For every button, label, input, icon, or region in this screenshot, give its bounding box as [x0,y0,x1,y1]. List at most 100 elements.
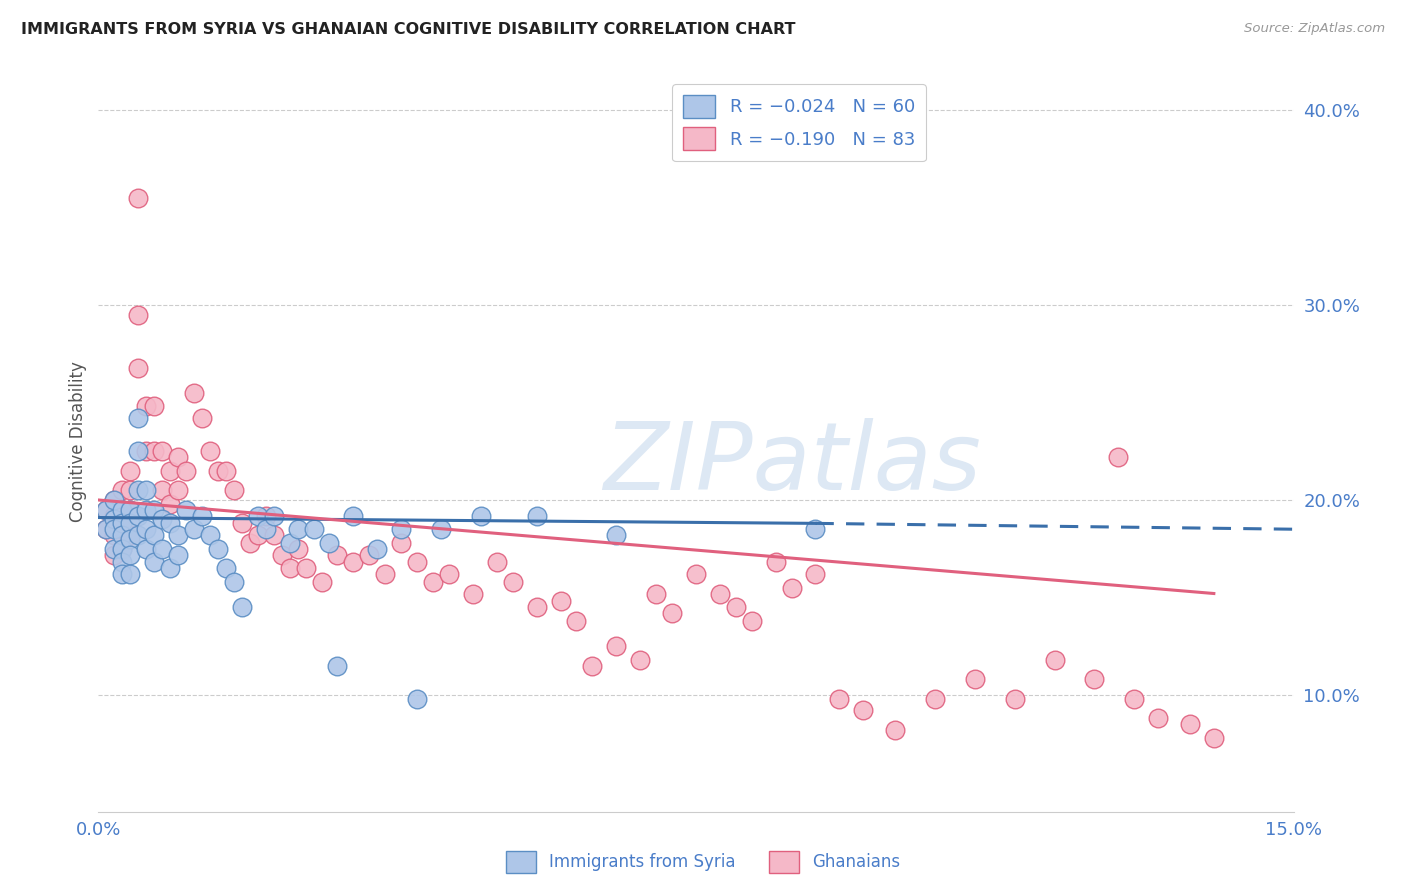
Point [294,561,316,575]
Point [502,574,524,589]
Point [605,528,627,542]
Point [135,444,157,458]
Point [605,639,627,653]
Point [183,385,205,400]
Point [406,555,429,569]
Point [127,360,149,375]
Point [430,522,453,536]
Point [159,497,181,511]
Point [167,528,190,542]
Point [254,522,277,536]
Point [135,483,157,498]
Point [143,528,166,542]
Point [389,536,412,550]
Point [231,516,253,531]
Text: IMMIGRANTS FROM SYRIA VS GHANAIAN COGNITIVE DISABILITY CORRELATION CHART: IMMIGRANTS FROM SYRIA VS GHANAIAN COGNIT… [21,22,796,37]
Point [103,528,125,542]
Point [287,522,309,536]
Point [135,541,157,556]
Point [111,567,134,582]
Point [485,555,508,569]
Point [326,548,349,562]
Point [120,528,142,542]
Text: Source: ZipAtlas.com: Source: ZipAtlas.com [1244,22,1385,36]
Point [661,606,683,620]
Point [127,191,149,205]
Point [120,567,142,582]
Point [852,703,875,717]
Point [270,548,292,562]
Point [526,600,548,615]
Point [765,555,787,569]
Point [174,464,197,478]
Point [111,541,134,556]
Point [127,308,149,322]
Point [127,444,149,458]
Point [239,536,262,550]
Point [103,522,125,536]
Point [1123,691,1146,706]
Point [111,555,134,569]
Point [311,574,333,589]
Point [111,522,134,536]
Point [342,555,364,569]
Point [342,508,364,523]
Point [120,516,142,531]
Point [645,586,668,600]
Point [143,555,166,569]
Legend: Immigrants from Syria, Ghanaians: Immigrants from Syria, Ghanaians [499,845,907,880]
Point [302,522,325,536]
Point [780,581,803,595]
Point [406,691,429,706]
Point [581,658,603,673]
Point [246,508,269,523]
Point [103,493,125,508]
Y-axis label: Cognitive Disability: Cognitive Disability [69,361,87,522]
Point [254,508,277,523]
Point [278,536,301,550]
Point [374,567,396,582]
Point [120,502,142,516]
Point [103,508,125,523]
Point [526,508,548,523]
Point [1004,691,1026,706]
Point [565,614,588,628]
Point [550,594,572,608]
Point [150,444,173,458]
Point [231,600,253,615]
Point [207,464,229,478]
Point [159,516,181,531]
Point [96,522,118,536]
Point [1107,450,1129,464]
Point [159,561,181,575]
Point [96,502,118,516]
Point [103,512,125,526]
Point [120,532,142,546]
Point [120,502,142,516]
Point [167,548,190,562]
Point [120,483,142,498]
Point [127,411,149,425]
Text: ZIPatlas: ZIPatlas [603,418,980,509]
Point [246,528,269,542]
Point [963,672,986,686]
Point [278,561,301,575]
Point [359,548,381,562]
Point [1178,717,1201,731]
Point [111,502,134,516]
Point [143,444,166,458]
Point [120,464,142,478]
Point [461,586,484,600]
Point [215,561,238,575]
Point [1083,672,1105,686]
Point [326,658,349,673]
Point [111,541,134,556]
Point [215,464,238,478]
Point [183,522,205,536]
Point [103,493,125,508]
Point [111,528,134,542]
Point [127,508,149,523]
Point [437,567,460,582]
Point [924,691,946,706]
Point [167,450,190,464]
